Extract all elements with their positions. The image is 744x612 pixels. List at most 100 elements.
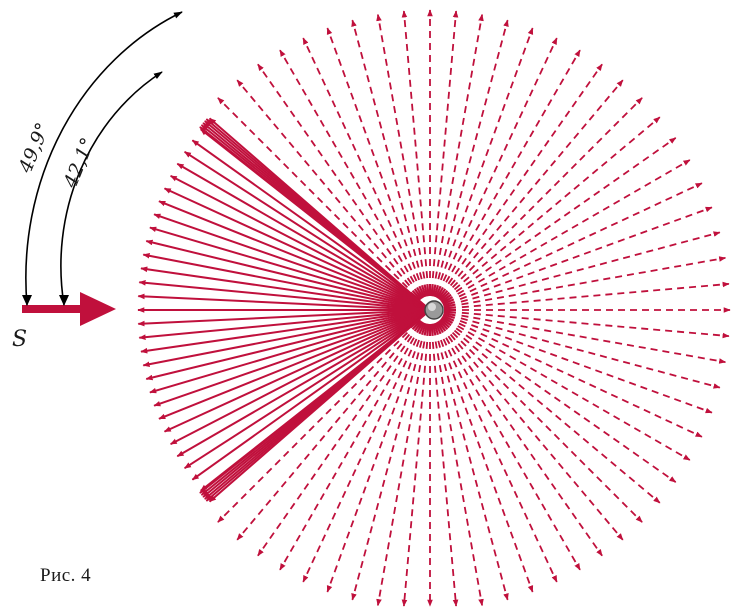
dashed-ray bbox=[451, 97, 643, 289]
dashed-ray bbox=[376, 13, 426, 279]
inner-ring-tick bbox=[416, 321, 424, 334]
inner-ring-tick bbox=[418, 322, 426, 335]
dashed-ray bbox=[351, 19, 423, 280]
inner-ring-tick bbox=[436, 321, 444, 334]
reflected-ray-edge bbox=[205, 309, 431, 502]
inner-ring-tick bbox=[439, 318, 451, 329]
inner-ring-tick bbox=[441, 296, 454, 304]
reflected-ray bbox=[137, 309, 431, 327]
dashed-ray bbox=[257, 335, 413, 557]
dashed-ray bbox=[401, 341, 429, 607]
reflected-ray bbox=[191, 309, 431, 481]
inner-ring-tick bbox=[443, 303, 456, 309]
reflected-ray bbox=[138, 309, 431, 340]
dashed-ray bbox=[376, 341, 426, 607]
dashed-ray bbox=[460, 317, 721, 389]
dashed-ray bbox=[447, 63, 603, 285]
inner-ring-tick bbox=[431, 284, 437, 297]
reflected-ray-fan bbox=[137, 117, 431, 503]
inner-ring-tick bbox=[413, 320, 423, 332]
inner-ring-tick bbox=[411, 319, 422, 331]
dashed-ray bbox=[442, 338, 558, 583]
arc-outer-start-arrowhead bbox=[22, 295, 32, 306]
arc-inner-start-arrowhead bbox=[59, 295, 69, 306]
reflected-ray bbox=[140, 266, 431, 311]
dashed-ray bbox=[459, 320, 713, 414]
inner-ring-tick bbox=[442, 314, 455, 322]
inner-ring-tick bbox=[441, 316, 454, 324]
dashed-ray bbox=[461, 314, 727, 364]
inner-ring-tick bbox=[440, 293, 452, 303]
inner-ring-tick bbox=[433, 322, 440, 336]
inner-ring-tick bbox=[443, 306, 457, 310]
angle-inner-label: 42,1° bbox=[59, 135, 99, 192]
inner-ring-tick bbox=[416, 286, 424, 299]
dashed-ray bbox=[326, 339, 420, 593]
dashed-ray bbox=[460, 231, 721, 303]
dashed-ray bbox=[461, 311, 730, 339]
dashed-ray bbox=[236, 79, 411, 287]
dashed-ray bbox=[257, 63, 413, 285]
dashed-ray bbox=[457, 325, 691, 461]
inner-ring-tick bbox=[431, 323, 437, 336]
water-drop bbox=[424, 300, 444, 320]
inner-ring-tick bbox=[430, 323, 434, 337]
inner-ring-tick bbox=[420, 284, 427, 298]
reflected-ray bbox=[137, 293, 431, 311]
dashed-ray bbox=[459, 206, 713, 300]
reflected-ray bbox=[176, 309, 431, 458]
source-label: S bbox=[12, 327, 27, 352]
reflected-ray bbox=[184, 150, 431, 311]
dashed-ray bbox=[445, 49, 581, 283]
reflected-ray bbox=[145, 309, 431, 381]
dashed-ray bbox=[455, 137, 677, 293]
inner-ring-tick bbox=[438, 319, 449, 331]
reflected-ray bbox=[184, 309, 431, 470]
reflected-ray bbox=[158, 309, 431, 420]
dashed-ray bbox=[434, 13, 484, 279]
inner-ring-tick bbox=[442, 300, 456, 307]
dashed-ray bbox=[453, 116, 661, 291]
inner-ring-tick bbox=[423, 284, 429, 297]
dashed-ray bbox=[217, 97, 409, 289]
inner-ring-tick bbox=[438, 289, 449, 301]
inner-ring-tick bbox=[430, 283, 434, 297]
inner-ring-tick bbox=[440, 317, 452, 327]
dashed-ray bbox=[445, 337, 581, 571]
reflected-ray bbox=[149, 309, 431, 394]
reflected-ray bbox=[138, 280, 431, 311]
dashed-ray bbox=[302, 338, 418, 583]
reflected-ray bbox=[153, 309, 431, 407]
inner-ring-tick bbox=[442, 313, 456, 320]
dashed-ray bbox=[449, 79, 624, 287]
dashed-ray bbox=[279, 337, 415, 571]
reflected-ray-edge bbox=[199, 126, 431, 311]
reflected-ray bbox=[176, 162, 431, 311]
dashed-ray bbox=[236, 333, 411, 541]
inner-ring-tick bbox=[443, 311, 456, 317]
dashed-ray-fan bbox=[217, 9, 731, 607]
dashed-ray bbox=[437, 340, 509, 601]
inner-ring-tick bbox=[434, 322, 442, 335]
dashed-ray bbox=[458, 322, 703, 438]
inner-ring-tick bbox=[426, 323, 430, 337]
inner-ring-tick bbox=[437, 320, 447, 332]
dashed-ray bbox=[457, 159, 691, 295]
reflected-ray bbox=[158, 200, 431, 311]
dashed-ray bbox=[447, 335, 603, 557]
angle-arc-inner bbox=[60, 71, 163, 306]
inner-ring-tick bbox=[433, 284, 440, 298]
reflected-ray bbox=[149, 226, 431, 311]
inner-ring-tick bbox=[420, 322, 427, 336]
inner-ring-tick bbox=[443, 310, 457, 314]
dashed-ray bbox=[302, 37, 418, 282]
dashed-ray bbox=[431, 341, 459, 607]
inner-ring-tick bbox=[439, 291, 451, 302]
inner-ring-tick bbox=[436, 286, 444, 299]
dashed-ray bbox=[351, 340, 423, 601]
reflected-ray bbox=[145, 239, 431, 311]
inner-ring-tick bbox=[423, 323, 429, 336]
dashed-ray bbox=[440, 27, 534, 281]
reflected-ray bbox=[169, 309, 431, 445]
dashed-ray bbox=[279, 49, 415, 283]
